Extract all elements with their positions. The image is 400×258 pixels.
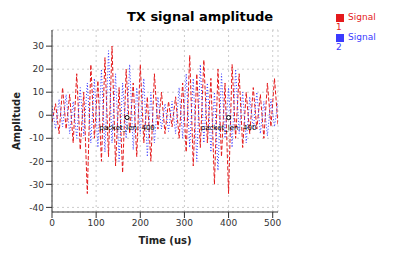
svg-text:30: 30 [33, 41, 45, 51]
html-text:Signal 1: Signal 1 [336, 12, 376, 32]
svg-text:Time (us): Time (us) [138, 235, 191, 246]
svg-text:0: 0 [38, 110, 44, 120]
svg-text:Amplitude: Amplitude [11, 92, 22, 150]
svg-text:300: 300 [176, 218, 193, 228]
svg-text:-20: -20 [29, 157, 44, 167]
svg-text:10: 10 [33, 87, 45, 97]
svg-text:-10: -10 [29, 133, 44, 143]
svg-text:-40: -40 [29, 203, 44, 213]
svg-text:200: 200 [132, 218, 149, 228]
svg-text:0: 0 [49, 218, 55, 228]
svg-text:-30: -30 [29, 180, 44, 190]
html-text:TX signal amplitude: TX signal amplitude [127, 9, 273, 24]
html-text:Signal 2: Signal 2 [336, 32, 376, 52]
svg-text:100: 100 [88, 218, 105, 228]
svg-text:packet_len: 400: packet_len: 400 [99, 124, 155, 132]
svg-text:500: 500 [264, 218, 281, 228]
svg-text:400: 400 [220, 218, 237, 228]
svg-text:20: 20 [33, 64, 45, 74]
svg-text:packet_len: 400: packet_len: 400 [201, 124, 257, 132]
